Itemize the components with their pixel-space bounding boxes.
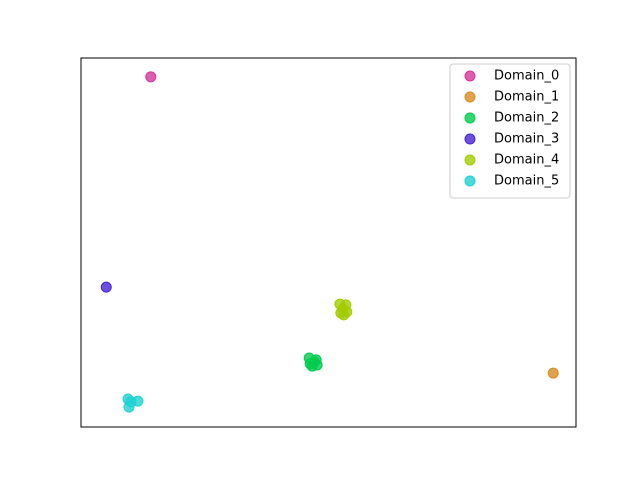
point [100,281,112,293]
plot-frame [80,57,577,428]
legend-label: Domain_2 [494,111,559,126]
legend-marker [464,91,476,103]
point [125,396,137,408]
legend-label: Domain_3 [494,132,559,147]
legend-label: Domain_1 [494,90,559,105]
legend-label: Domain_0 [494,69,559,84]
point [338,309,350,321]
point [547,367,559,379]
point [308,356,320,368]
legend-marker [464,70,476,82]
legend-marker [464,112,476,124]
legend-label: Domain_4 [494,153,559,168]
legend-marker [464,154,476,166]
legend-label: Domain_5 [494,174,559,189]
legend-marker [464,133,476,145]
legend-box [449,63,571,199]
point [145,71,157,83]
legend-marker [464,175,476,187]
